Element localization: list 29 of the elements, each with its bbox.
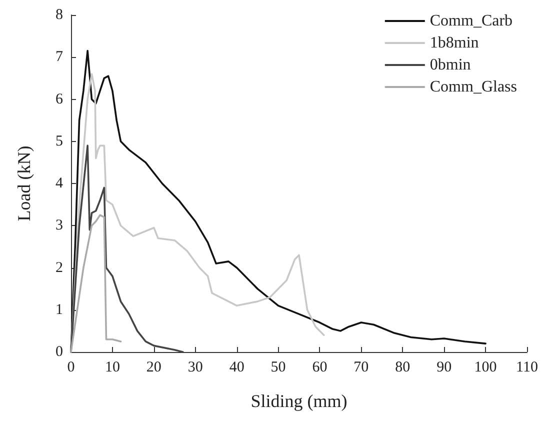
x-tick-label: 10 [104,360,120,376]
x-tick-label: 90 [436,360,452,376]
y-tick-label: 7 [56,49,64,66]
y-tick-label: 3 [56,218,63,234]
x-tick-label: 0 [67,360,75,376]
y-tick-label: 0 [56,344,63,360]
y-tick-label: 6 [56,91,64,108]
x-tick-label: 80 [395,360,410,376]
x-tick-label: 100 [474,360,497,376]
legend-label: Comm_Carb [430,12,513,30]
line-series [70,214,122,353]
y-tick-label: 2 [56,260,63,276]
x-tick-label: 70 [354,360,369,376]
x-tick-label: 50 [270,360,286,376]
x-tick-label: 30 [188,360,203,376]
x-tick-label: 40 [229,360,244,376]
x-tick-label: 20 [146,360,162,376]
legend-label: 1b8min [430,34,479,52]
y-axis-title: Load (kN) [14,146,34,222]
x-tick-label: 110 [516,360,538,376]
legend-label: 0bmin [430,56,471,74]
x-tick-label: 60 [312,360,328,376]
legend-label: Comm_Glass [430,78,518,96]
x-axis-title: Sliding (mm) [250,391,348,411]
y-tick-label: 4 [56,176,64,192]
y-tick-label: 1 [56,302,63,318]
y-tick-label: 5 [56,133,63,150]
y-tick-label: 8 [56,7,63,23]
line-series [70,144,184,353]
